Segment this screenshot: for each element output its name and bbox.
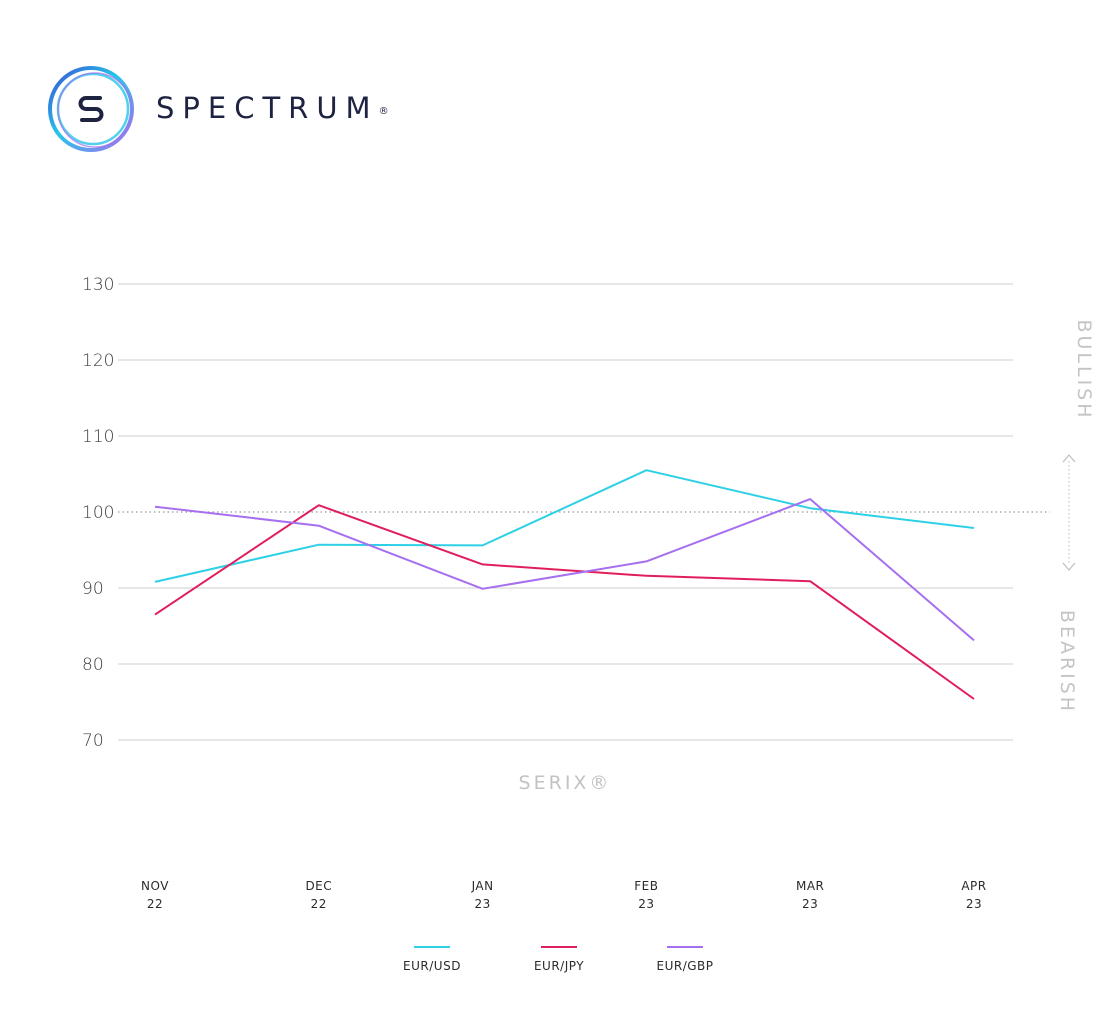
legend-label: EUR/JPY (534, 959, 584, 973)
grid-lines (118, 283, 1013, 741)
series-lines (154, 469, 975, 700)
brand-name: SPECTRUM® (156, 88, 389, 128)
y-tick-label: 70 (82, 731, 104, 751)
x-tick-year: 23 (474, 897, 490, 911)
y-tick-label: 80 (82, 655, 104, 675)
brand-name-text: SPECTRUM (156, 91, 379, 125)
y-tick-label: 90 (82, 579, 104, 599)
side-label-bearish: BEARISH (1056, 610, 1078, 714)
legend-label: EUR/GBP (656, 959, 713, 973)
y-tick-label: 100 (82, 503, 114, 523)
y-tick-label: 130 (82, 275, 114, 295)
series-line (154, 469, 975, 583)
series-line (154, 498, 975, 642)
x-tick-year: 23 (638, 897, 654, 911)
x-tick-year: 22 (147, 897, 163, 911)
x-tick-month: FEB (634, 879, 658, 893)
x-tick-month: DEC (305, 879, 332, 893)
x-tick-year: 22 (311, 897, 327, 911)
chart-title: SERIX® (519, 772, 612, 794)
spectrum-logo-icon (48, 66, 134, 152)
y-tick-label: 110 (82, 427, 114, 447)
legend: EUR/USD EUR/JPY EUR/GBP (403, 946, 713, 973)
side-label-bullish: BULLISH (1073, 319, 1095, 420)
x-tick-month: APR (961, 879, 986, 893)
x-tick-year: 23 (966, 897, 982, 911)
x-tick-year: 23 (802, 897, 818, 911)
registered-mark: ® (378, 106, 389, 117)
bullish-bearish-arrow (1062, 454, 1076, 571)
x-tick-month: NOV (141, 879, 169, 893)
legend-label: EUR/USD (403, 959, 461, 973)
y-axis-ticks: 130 120 110 100 90 80 70 (82, 275, 114, 751)
x-tick-month: JAN (471, 879, 494, 893)
x-tick-month: MAR (796, 879, 824, 893)
x-axis-ticks: NOV 22 DEC 22 JAN 23 FEB 23 MAR 23 APR 23 (141, 879, 986, 911)
y-tick-label: 120 (82, 351, 114, 371)
